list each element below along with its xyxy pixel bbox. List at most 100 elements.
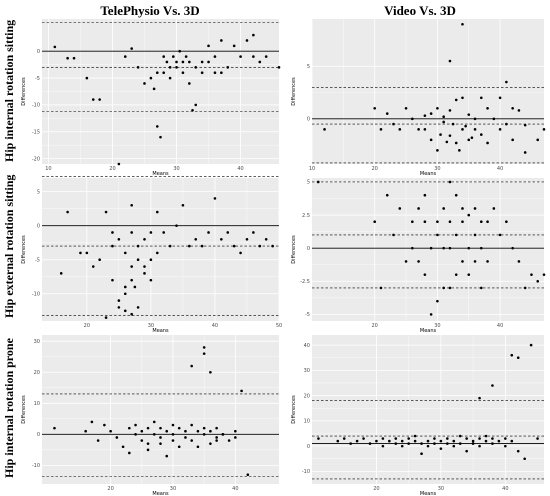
x-tick-label: 50	[276, 323, 282, 329]
data-point	[245, 39, 249, 42]
data-point	[411, 246, 414, 250]
data-point	[491, 384, 494, 387]
data-point	[461, 128, 464, 131]
data-point	[486, 220, 489, 223]
data-point	[200, 244, 204, 248]
data-point	[429, 112, 433, 115]
data-point	[202, 433, 206, 436]
data-point	[104, 210, 108, 214]
data-point	[516, 449, 520, 453]
data-point	[375, 439, 378, 443]
data-point	[479, 220, 483, 223]
data-point	[165, 454, 169, 458]
data-point	[104, 316, 108, 319]
data-point	[398, 128, 402, 131]
x-tick-label: 30	[438, 486, 444, 492]
data-point	[53, 426, 56, 430]
data-point	[451, 122, 455, 126]
data-point	[349, 442, 352, 445]
data-point	[194, 66, 198, 69]
data-point	[473, 207, 477, 210]
data-point	[209, 442, 212, 445]
data-point	[171, 423, 175, 427]
data-point	[172, 55, 175, 58]
y-tick-label: 20	[304, 393, 310, 399]
data-point	[342, 437, 346, 440]
data-point	[400, 439, 404, 443]
data-point	[220, 39, 223, 42]
data-point	[407, 437, 410, 440]
y-tick-label: 0	[37, 49, 40, 55]
x-tick-label: 20	[107, 486, 113, 492]
data-point	[85, 251, 89, 255]
data-point	[258, 244, 262, 248]
data-point	[336, 439, 340, 443]
data-point	[130, 47, 133, 50]
data-point	[121, 445, 125, 449]
data-point	[413, 434, 417, 438]
data-point	[258, 60, 262, 64]
data-point	[486, 141, 489, 145]
data-point	[239, 251, 242, 255]
data-point	[523, 457, 526, 461]
x-tick-label: 30	[170, 486, 176, 492]
data-point	[155, 210, 159, 214]
data-point	[152, 433, 156, 436]
y-tick-label: -5	[35, 257, 40, 263]
data-point	[426, 444, 430, 448]
x-tick-label: 30	[434, 323, 440, 329]
data-point	[398, 207, 402, 210]
data-point	[165, 429, 169, 433]
data-point	[136, 66, 140, 69]
data-point	[411, 117, 414, 121]
data-point	[511, 246, 514, 250]
x-tick-label: 10	[309, 166, 315, 172]
data-point	[209, 429, 212, 433]
data-point	[379, 128, 383, 131]
plot-background	[312, 19, 544, 164]
data-point	[202, 426, 206, 430]
data-point	[467, 113, 471, 116]
data-point	[59, 272, 63, 275]
data-point	[168, 66, 172, 69]
data-point	[448, 109, 452, 112]
data-point	[491, 437, 494, 440]
data-point	[130, 278, 133, 282]
data-point	[252, 231, 255, 234]
data-point	[252, 55, 255, 58]
data-point	[220, 71, 223, 75]
x-tick-label: 40	[502, 486, 508, 492]
data-point	[479, 96, 483, 100]
data-point	[442, 120, 445, 124]
column-title-telephysio: TelePhysio Vs. 3D	[100, 3, 200, 18]
data-point	[162, 71, 166, 75]
data-point	[72, 56, 76, 60]
y-tick-label: 5	[307, 64, 310, 70]
data-point	[317, 437, 320, 440]
data-point	[511, 138, 514, 142]
data-point	[407, 442, 410, 445]
data-point	[123, 285, 127, 289]
data-point	[530, 273, 533, 276]
data-point	[373, 107, 377, 110]
x-axis-label: Means	[152, 328, 169, 334]
data-point	[452, 444, 456, 448]
data-point	[381, 437, 385, 440]
data-point	[149, 258, 153, 262]
y-axis-label: Differences	[21, 235, 27, 264]
data-point	[505, 122, 508, 126]
data-point	[492, 117, 496, 121]
data-point	[117, 299, 121, 302]
data-point	[404, 107, 408, 110]
data-point	[252, 33, 255, 37]
data-point	[511, 107, 514, 110]
y-tick-label: -2.5	[300, 279, 310, 285]
data-point	[439, 133, 442, 136]
data-point	[188, 82, 191, 85]
data-point	[91, 265, 95, 268]
data-point	[171, 439, 175, 442]
data-point	[226, 66, 230, 69]
data-point	[542, 128, 546, 131]
data-point	[245, 237, 249, 241]
data-point	[98, 258, 101, 262]
